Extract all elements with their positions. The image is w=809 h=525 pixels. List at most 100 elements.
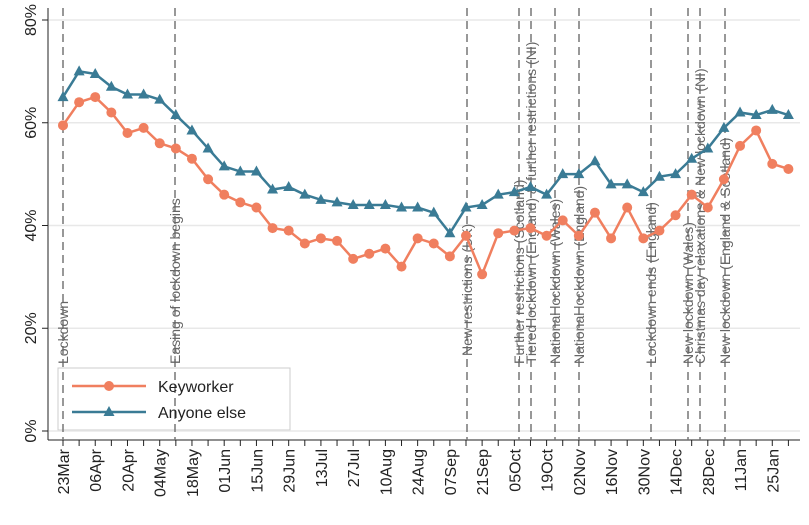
event-label: Lockdown ends (England): [643, 202, 659, 364]
point: [138, 88, 150, 99]
x-tick-label: 18May: [185, 449, 202, 497]
event-label: Tiered lockdown (England) & further rest…: [523, 42, 539, 364]
point: [718, 174, 729, 185]
point: [364, 248, 375, 259]
y-tick-label: 60%: [23, 107, 40, 139]
point: [396, 201, 408, 212]
point: [557, 215, 568, 226]
point: [509, 225, 520, 236]
point: [444, 251, 455, 262]
point: [654, 225, 665, 236]
y-tick-label: 20%: [23, 312, 40, 344]
point: [235, 197, 246, 208]
point: [315, 193, 327, 204]
x-tick-label: 06Apr: [88, 448, 105, 491]
point: [363, 198, 375, 209]
x-tick-label: 30Nov: [636, 449, 653, 495]
point: [105, 80, 117, 91]
point: [751, 125, 762, 136]
x-tick-label: 21Sep: [475, 449, 492, 495]
point: [702, 142, 714, 153]
point: [573, 168, 585, 179]
point: [637, 186, 649, 197]
point: [782, 109, 794, 120]
point: [315, 233, 326, 244]
point: [203, 174, 214, 185]
point: [154, 138, 165, 149]
point: [299, 188, 311, 199]
point: [735, 140, 746, 151]
point: [492, 188, 504, 199]
point: [428, 206, 440, 217]
point: [234, 165, 246, 176]
point: [380, 243, 391, 254]
point: [170, 143, 181, 154]
point: [525, 223, 536, 234]
point: [573, 230, 584, 241]
point: [251, 202, 262, 213]
point: [121, 88, 133, 99]
point: [267, 183, 279, 194]
point: [638, 233, 649, 244]
point: [347, 198, 359, 209]
point: [219, 189, 230, 200]
x-tick-label: 20Apr: [120, 448, 137, 491]
x-tick-label: 29Jun: [282, 449, 299, 493]
point: [332, 235, 343, 246]
x-tick-label: 16Nov: [604, 449, 621, 495]
event-label: National lockdown (Wales): [547, 199, 563, 364]
point: [138, 122, 149, 133]
x-tick-label: 24Aug: [411, 449, 428, 495]
point: [524, 180, 536, 191]
point: [170, 109, 182, 120]
point: [250, 165, 262, 176]
point: [73, 65, 85, 76]
point: [541, 188, 553, 199]
point: [461, 230, 471, 241]
point: [379, 198, 391, 209]
legend-box: [57, 367, 291, 431]
legend-marker: [104, 381, 114, 391]
legend-label: Keyworker: [158, 379, 234, 396]
point: [267, 223, 278, 234]
series-line: [61, 70, 789, 236]
point: [444, 227, 456, 238]
event-label: New lockdown (England & Scotland): [717, 138, 733, 364]
point: [750, 109, 762, 120]
x-tick-label: 27Jul: [346, 449, 363, 487]
x-tick-label: 02Nov: [572, 449, 589, 495]
x-tick-label: 07Sep: [443, 449, 460, 495]
legend-label: Anyone else: [158, 405, 246, 422]
point: [477, 269, 488, 280]
x-tick-label: 28Dec: [701, 449, 718, 495]
point: [57, 91, 69, 102]
point: [283, 180, 295, 191]
point: [74, 97, 85, 108]
point: [186, 153, 197, 164]
x-tick-label: 13Jul: [314, 449, 331, 487]
point: [606, 233, 617, 244]
point: [396, 261, 407, 272]
event-label: Christmas day relaxations & New lockdown…: [692, 68, 708, 364]
point: [89, 67, 101, 78]
series-line: [61, 95, 789, 278]
point: [202, 142, 214, 153]
point: [218, 160, 230, 171]
point: [428, 238, 439, 249]
x-tick-label: 04May: [153, 449, 170, 497]
event-label: National lockdown (England): [571, 186, 587, 364]
point: [186, 124, 198, 135]
point: [589, 155, 601, 166]
event-label: Easing of lockdown begins: [167, 198, 183, 364]
point: [653, 170, 665, 181]
point: [702, 202, 713, 213]
point: [605, 178, 617, 189]
point: [412, 201, 424, 212]
point: [766, 103, 778, 114]
point: [348, 253, 359, 264]
point: [412, 233, 423, 244]
point: [670, 210, 681, 221]
point: [476, 198, 488, 209]
x-tick-label: 19Oct: [540, 448, 557, 491]
point: [686, 189, 697, 200]
